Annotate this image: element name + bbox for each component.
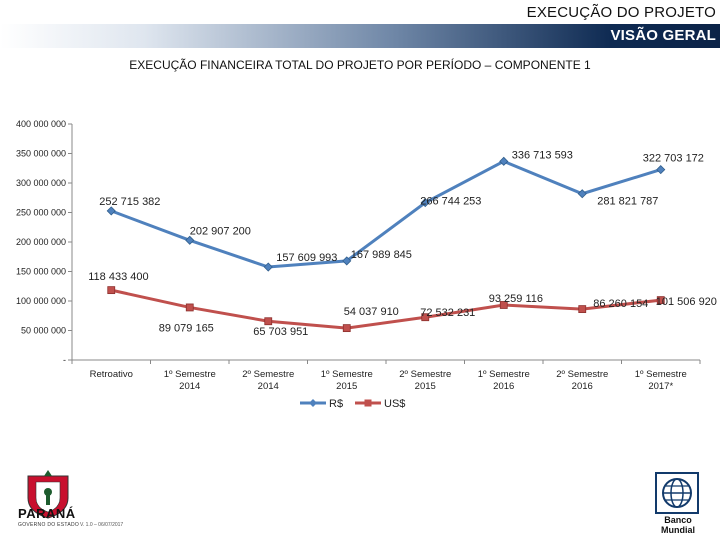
data-label-usd: 93 259 116 [489,293,543,305]
y-tick-label: 50 000 000 [21,326,66,336]
version-label: V. 1.0 – 06/07/2017 [80,522,124,528]
data-point-usd [656,296,665,305]
x-category-label: 1º Semestre [164,369,216,380]
series-line-usd [110,288,661,330]
data-label-brl: 252 715 382 [99,196,160,208]
y-tick-label: 100 000 000 [16,296,66,306]
parana-coat-of-arms-icon [27,470,69,519]
y-tick-label: 150 000 000 [16,267,66,277]
data-point-brl [656,165,666,175]
data-point-brl [106,206,116,216]
data-label-brl: 266 744 253 [420,196,481,208]
header-band [0,24,720,48]
x-category-label: 1º Semestre [635,369,687,380]
series-line-brl [110,159,662,269]
x-category-label: 2º Semestre [556,369,608,380]
x-category-label: 2016 [493,381,514,392]
data-point-brl [185,235,195,245]
data-point-brl [499,156,509,166]
data-label-brl: 157 609 993 [276,252,337,264]
data-label-usd: 86 260 154 [593,298,648,310]
data-point-brl [420,198,430,208]
data-point-usd [107,286,116,295]
legend-label-brl: R$ [329,398,343,410]
data-point-usd [264,317,273,326]
data-point-usd [578,305,587,314]
legend-marker-usd [364,399,372,407]
data-label-brl: 322 703 172 [643,153,704,165]
x-category-label: Retroativo [90,369,133,380]
x-category-label: 2015 [415,381,436,392]
world-bank-logo-text: Banco Mundial [650,515,706,535]
x-category-label: 1º Semestre [321,369,373,380]
data-label-usd: 101 506 920 [656,296,717,308]
data-point-brl [577,189,587,199]
chart-title: EXECUÇÃO FINANCEIRA TOTAL DO PROJETO POR… [129,58,591,72]
y-tick-label: 300 000 000 [16,178,66,188]
header-subtitle: VISÃO GERAL [610,27,716,44]
y-tick-label: 400 000 000 [16,119,66,129]
world-bank-line1: Banco [664,515,692,525]
data-label-usd: 89 079 165 [159,322,214,334]
x-category-label: 2014 [258,381,279,392]
data-label-usd: 72 532 231 [420,307,475,319]
legend-label-usd: US$ [384,398,405,410]
data-label-brl: 281 821 787 [597,196,658,208]
parana-logo-subtitle: GOVERNO DO ESTADO [18,522,80,528]
y-tick-label: 250 000 000 [16,208,66,218]
y-tick-label: 200 000 000 [16,237,66,247]
x-category-label: 2016 [572,381,593,392]
data-label-usd: 118 433 400 [88,271,148,283]
x-category-label: 2º Semestre [242,369,294,380]
data-label-brl: 202 907 200 [190,225,251,237]
line-chart: - 50 000 000 100 000 000 150 000 000 200 000… [16,119,717,410]
legend-marker-brl [309,399,317,407]
x-category-label: 1º Semestre [478,369,530,380]
x-category-label: 2017* [648,381,673,392]
header-title: EXECUÇÃO DO PROJETO [526,4,716,21]
data-point-brl [342,256,352,266]
parana-logo-text: PARANÁ [18,506,76,521]
y-tick-label: 350 000 000 [16,149,66,159]
data-label-usd: 65 703 951 [253,326,308,338]
y-tick-label: - [63,355,66,365]
data-point-brl [263,262,273,272]
world-bank-line2: Mundial [661,525,695,535]
world-bank-globe-icon [655,472,699,514]
data-point-usd [342,324,351,333]
data-point-usd [185,303,194,312]
data-label-usd: 54 037 910 [344,306,399,318]
x-category-label: 2015 [336,381,357,392]
data-point-usd [499,301,508,309]
data-label-brl: 336 713 593 [512,149,573,161]
data-point-usd [421,313,430,322]
data-label-brl: 167 989 845 [351,249,412,261]
x-category-label: 2014 [179,381,200,392]
x-category-label: 2º Semestre [399,369,451,380]
